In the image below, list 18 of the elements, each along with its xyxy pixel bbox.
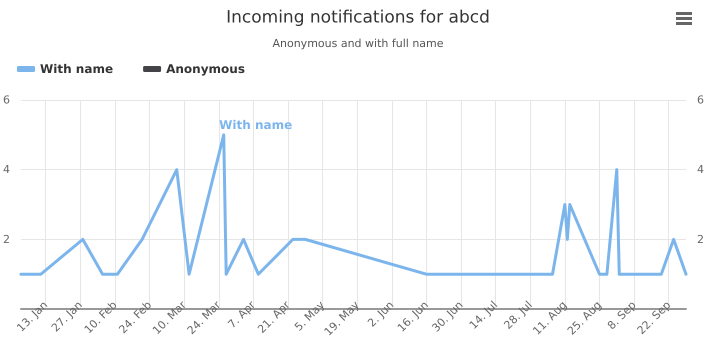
legend-label: With name: [40, 62, 114, 76]
x-tick-label: 13. Jan: [14, 298, 50, 334]
y2-tick-label: 4: [697, 163, 704, 176]
chart-subtitle: Anonymous and with full name: [272, 37, 444, 50]
y-tick-label: 6: [3, 94, 10, 106]
x-tick-label: 14. Jul: [466, 298, 500, 332]
legend-label: Anonymous: [166, 62, 245, 76]
text: With name: [219, 118, 292, 132]
y2-tick-label: 2: [697, 232, 704, 246]
chart-title: Incoming notifications for abcd: [226, 8, 490, 28]
x-tick-label: 22. Sep: [634, 298, 674, 338]
y-tick-label: 2: [3, 232, 10, 246]
x-tick-label: 16. Jun: [394, 298, 432, 335]
y2-tick-label: 6: [697, 94, 704, 106]
x-tick-label: 24. Mar: [184, 298, 224, 338]
x-tick-label: 30. Jun: [429, 298, 466, 335]
y-tick-label: 4: [3, 163, 10, 176]
x-tick-label: 2. Jun: [365, 298, 396, 330]
